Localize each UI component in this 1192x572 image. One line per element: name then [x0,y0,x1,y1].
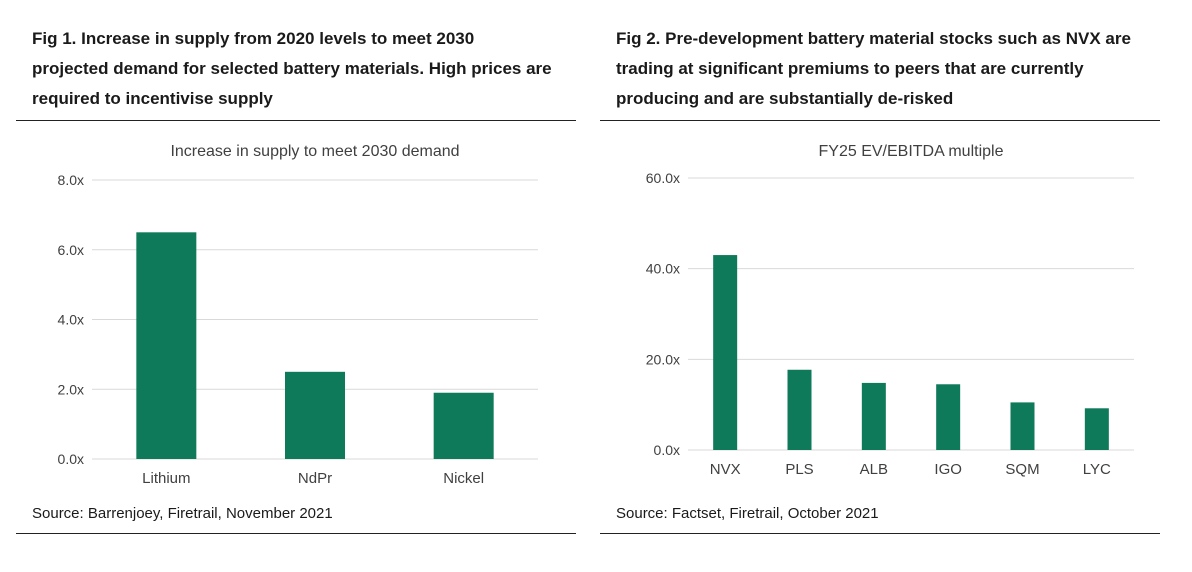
figure-2-panel: Fig 2. Pre-development battery material … [600,0,1160,572]
y-tick-label: 40.0x [646,261,680,277]
bar-nickel [433,392,494,459]
bar-lyc [1084,408,1109,450]
chart-2: FY25 EV/EBITDA multiple 0.0x 20.0x 40.0x 60.… [646,143,1134,478]
x-tick-label: ALB [860,461,888,478]
x-tick-label: SQM [1005,461,1039,478]
figure-1-panel: Fig 1. Increase in supply from 2020 leve… [16,0,576,572]
figure-1-heading: Fig 1. Increase in supply from 2020 leve… [32,29,552,108]
bar-alb [861,382,886,450]
bar-nvx [713,255,738,450]
x-tick-label: LYC [1083,461,1111,478]
y-tick-label: 60.0x [646,170,680,186]
x-tick-label: NVX [710,461,741,478]
figure-1-source: Source: Barrenjoey, Firetrail, November … [32,505,333,522]
bar-pls [787,369,812,450]
x-tick-label: Nickel [443,470,484,487]
y-tick-label: 0.0x [58,451,84,467]
x-tick-label: Lithium [142,470,190,487]
chart-1: Increase in supply to meet 2030 demand 0.… [58,143,538,487]
figure-1-bottom-rule [16,533,576,534]
y-tick-label: 0.0x [654,442,680,458]
figure-1-top-rule [16,120,576,121]
figure-2-heading: Fig 2. Pre-development battery material … [616,29,1131,108]
figure-2-bottom-rule [600,533,1160,534]
chart-title: Increase in supply to meet 2030 demand [170,143,459,160]
x-tick-label: PLS [785,461,813,478]
bar-sqm [1010,402,1035,450]
y-tick-label: 4.0x [58,312,84,328]
y-tick-label: 8.0x [58,172,84,188]
bar-igo [936,384,961,450]
chart-title: FY25 EV/EBITDA multiple [819,143,1004,160]
y-tick-label: 20.0x [646,351,680,367]
bar-ndpr [285,371,345,459]
x-tick-label: IGO [934,461,962,478]
y-tick-label: 2.0x [58,381,84,397]
y-tick-label: 6.0x [58,242,84,258]
bar-lithium [136,232,197,459]
figure-2-top-rule [600,120,1160,121]
x-tick-label: NdPr [298,470,332,487]
figure-2-source: Source: Factset, Firetrail, October 2021 [616,505,879,522]
